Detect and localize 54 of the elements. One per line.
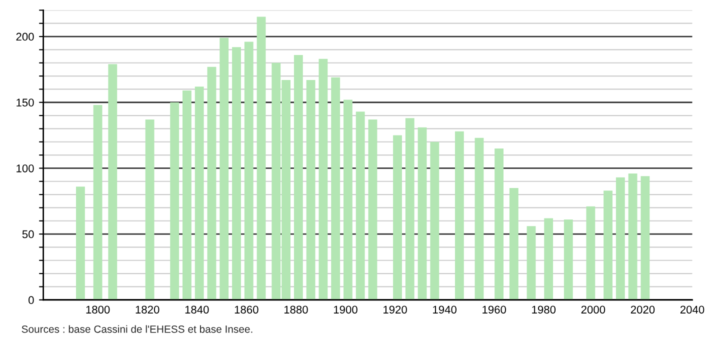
bar [454, 131, 464, 300]
bar [356, 112, 365, 300]
x-tick-label: 1840 [185, 306, 209, 314]
bar [494, 148, 504, 300]
x-tick-label: 2020 [630, 306, 655, 314]
bar [108, 64, 118, 300]
bar [586, 206, 596, 300]
bar [331, 77, 340, 300]
bar [526, 226, 536, 300]
x-tick-label: 1820 [136, 306, 160, 314]
bar [628, 173, 638, 300]
bar [418, 127, 427, 300]
bar [93, 105, 102, 300]
source-note: Sources : base Cassini de l'EHESS et base Insee. [22, 325, 252, 333]
x-tick-label: 1940 [433, 306, 456, 314]
bar [294, 54, 303, 300]
y-tick-label: 50 [22, 230, 34, 238]
bar [318, 58, 328, 300]
bar [474, 138, 484, 300]
x-tick-label: 1920 [384, 306, 407, 314]
bar [405, 118, 414, 300]
y-tick-label: 200 [16, 32, 34, 41]
bar [640, 176, 650, 300]
bar [430, 142, 440, 300]
bar [145, 119, 154, 300]
bar [256, 16, 266, 300]
y-tick-label: 150 [16, 98, 34, 107]
y-tick-label: 0 [28, 296, 34, 304]
bar [544, 218, 554, 300]
bar [170, 102, 180, 300]
bar [604, 190, 612, 300]
bar [207, 66, 216, 300]
x-tick-label: 1800 [86, 306, 110, 314]
x-tick-label: 1980 [532, 306, 556, 314]
bar [393, 135, 402, 300]
bar [344, 100, 352, 300]
bar [76, 186, 85, 300]
x-tick-label: 1860 [234, 306, 258, 314]
x-tick-label: 2000 [581, 306, 606, 314]
bar [564, 220, 573, 300]
bar [182, 90, 192, 300]
x-tick-label: 2040 [680, 306, 704, 314]
bar [368, 119, 378, 300]
bar [232, 47, 241, 300]
x-tick-label: 1880 [284, 306, 308, 314]
bar [616, 177, 625, 300]
y-tick-label: 100 [16, 164, 34, 172]
x-tick-label: 1960 [482, 306, 506, 314]
bar [306, 80, 316, 300]
bar [220, 38, 229, 300]
bar [509, 188, 518, 300]
x-tick-label: 1900 [334, 306, 358, 314]
bar [244, 42, 254, 300]
bar [194, 86, 204, 300]
